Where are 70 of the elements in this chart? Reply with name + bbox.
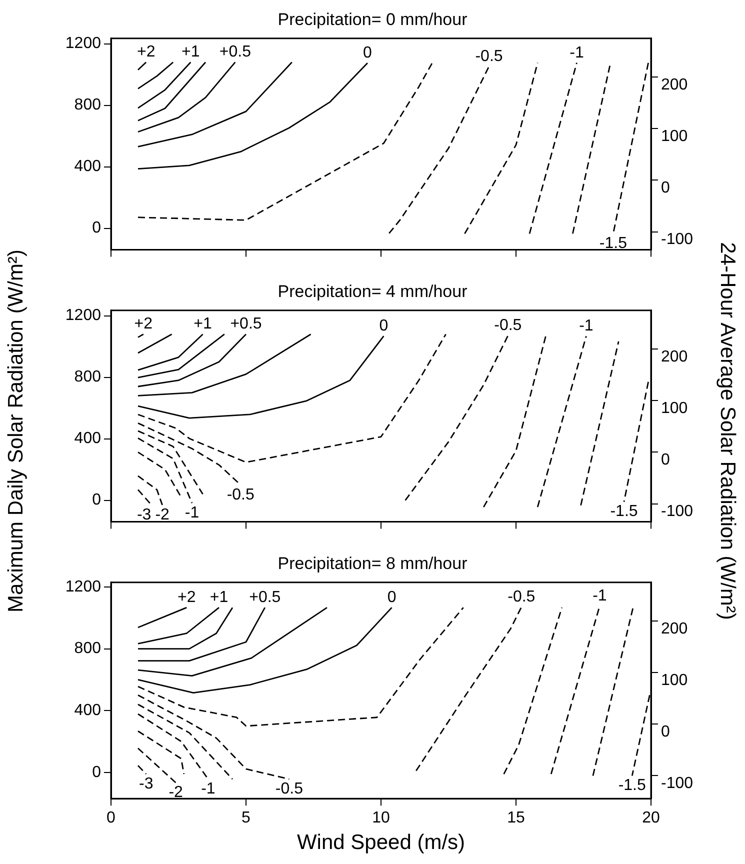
y2-tick-label: 0 bbox=[661, 452, 670, 469]
line-series bbox=[137, 606, 464, 727]
series-label: +2 bbox=[136, 44, 156, 61]
series-label: -1 bbox=[201, 780, 216, 798]
y2-tick-label: -100 bbox=[661, 503, 694, 520]
y-tick-label: 400 bbox=[74, 702, 102, 719]
chart-title: Precipitation= 0 mm/hour bbox=[278, 10, 468, 29]
y-axis-title: Maximum Daily Solar Radiation (W/m²) bbox=[4, 250, 28, 612]
y-tick-label: 1200 bbox=[65, 35, 102, 52]
y2-tick-label: 0 bbox=[661, 723, 670, 740]
series-label: -1 bbox=[579, 318, 594, 335]
y-tick-label: 0 bbox=[92, 220, 102, 237]
y2-tick-label: 200 bbox=[661, 76, 688, 94]
series-label: -1 bbox=[570, 44, 584, 62]
y-tick-label: 800 bbox=[74, 368, 102, 386]
y2-tick-label: 100 bbox=[661, 128, 688, 146]
y2-tick-label: 100 bbox=[661, 400, 688, 418]
y2-tick-label: -100 bbox=[661, 231, 694, 248]
y-tick-label: 1200 bbox=[65, 307, 102, 324]
y-tick-label: 800 bbox=[74, 640, 102, 658]
line-series bbox=[137, 334, 446, 463]
series-label: +1 bbox=[210, 588, 228, 606]
series-label: -3 bbox=[136, 506, 152, 524]
line-series bbox=[404, 335, 509, 501]
x-tick-label: 5 bbox=[242, 810, 251, 827]
x-tick-label: 10 bbox=[372, 810, 390, 827]
series-label: -1 bbox=[184, 504, 200, 522]
series-label: 0 bbox=[363, 44, 372, 62]
y-tick-label: 0 bbox=[92, 492, 102, 509]
series-label: -0.5 bbox=[494, 317, 522, 334]
x-tick-label: 0 bbox=[106, 810, 116, 827]
series-label: +0.5 bbox=[230, 316, 262, 333]
series-label: +1 bbox=[194, 316, 212, 333]
series-label: -2 bbox=[168, 784, 184, 802]
chart-title: Precipitation= 8 mm/hour bbox=[278, 554, 468, 573]
series-label: +1 bbox=[182, 44, 200, 61]
y2-tick-label: 200 bbox=[661, 620, 688, 638]
y2-tick-label: 0 bbox=[661, 180, 670, 197]
series-label: 0 bbox=[387, 588, 396, 606]
y-tick-label: 0 bbox=[92, 764, 102, 781]
line-series bbox=[415, 606, 522, 772]
series-label: -1.5 bbox=[618, 777, 646, 794]
y-tick-label: 1200 bbox=[65, 578, 102, 596]
series-label: -0.5 bbox=[508, 588, 536, 606]
y-tick-label: 400 bbox=[74, 430, 102, 448]
series-label: -0.5 bbox=[475, 48, 503, 65]
line-series bbox=[388, 66, 490, 234]
y2-tick-label: -100 bbox=[661, 774, 694, 792]
y-tick-label: 800 bbox=[74, 96, 102, 114]
series-label: -2 bbox=[155, 506, 170, 524]
series-label: +0.5 bbox=[249, 588, 281, 606]
series-label: -1.5 bbox=[599, 235, 628, 252]
series-label: -1 bbox=[592, 587, 607, 604]
y2-axis-title: 24-Hour Average Solar Radiation (W/m²) bbox=[714, 242, 739, 620]
series-label: +0.5 bbox=[219, 44, 252, 61]
y2-tick-label: 200 bbox=[661, 348, 688, 366]
series-label: +2 bbox=[177, 588, 196, 606]
series-label: 0 bbox=[379, 317, 388, 334]
series-label: -0.5 bbox=[226, 486, 254, 504]
x-axis-title: Wind Speed (m/s) bbox=[296, 831, 466, 854]
chart-title: Precipitation= 4 mm/hour bbox=[278, 282, 468, 301]
series-label: +2 bbox=[134, 316, 153, 333]
x-tick-label: 20 bbox=[642, 810, 660, 827]
x-tick-label: 15 bbox=[507, 810, 525, 827]
series-label: -0.5 bbox=[275, 780, 304, 798]
series-label: -3 bbox=[138, 775, 154, 792]
y2-tick-label: 100 bbox=[661, 672, 688, 689]
series-label: -1.5 bbox=[610, 503, 638, 520]
line-series bbox=[137, 62, 433, 221]
y-tick-label: 400 bbox=[74, 158, 102, 176]
